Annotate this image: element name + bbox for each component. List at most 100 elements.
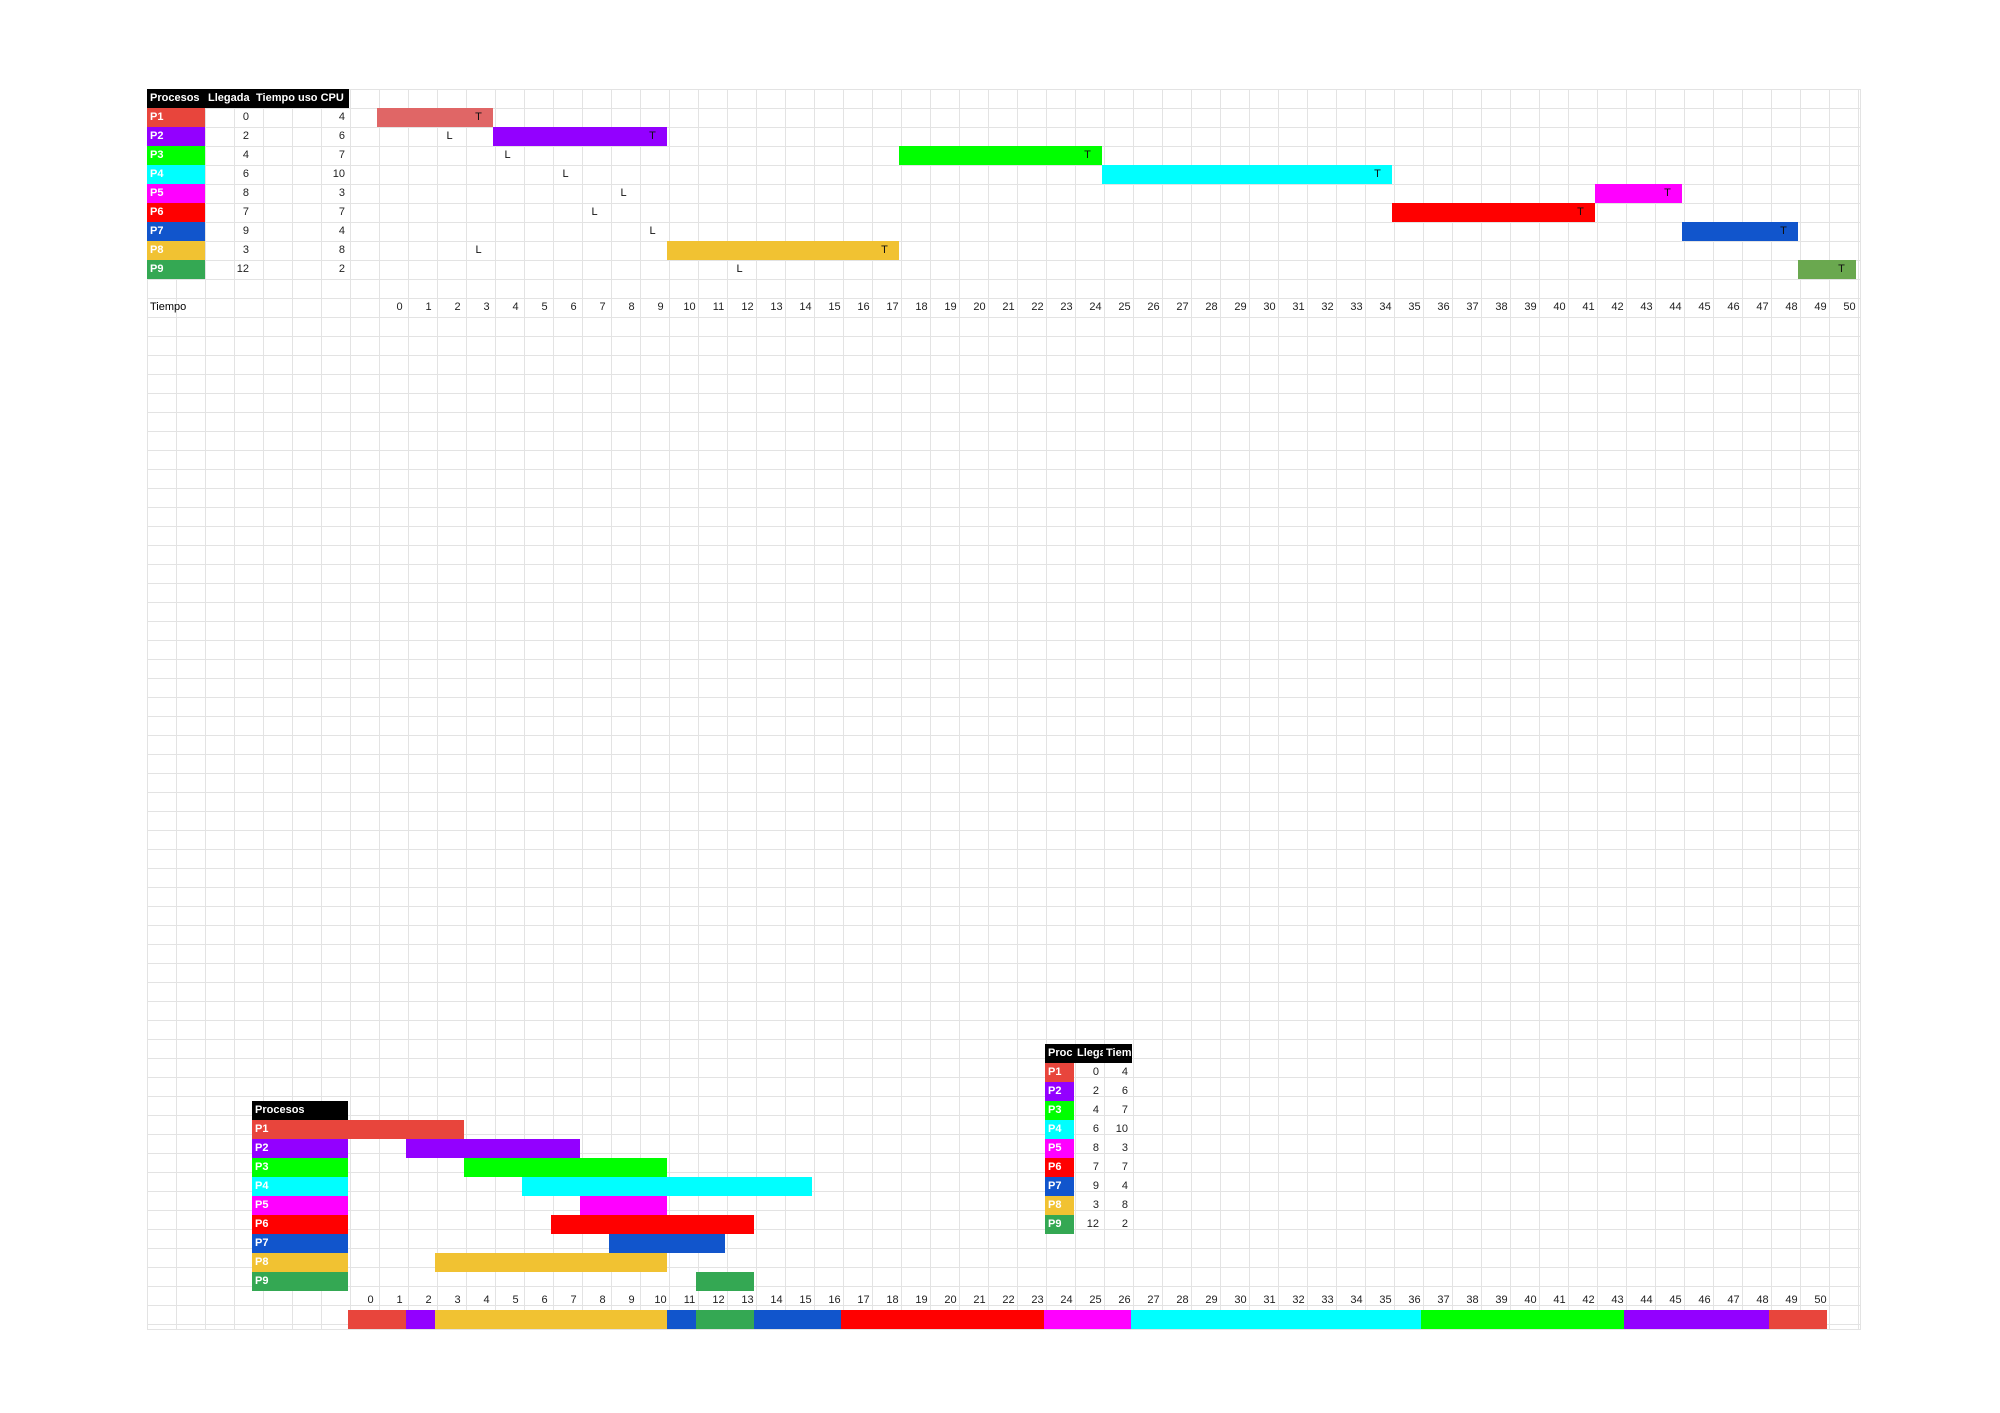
top-time-tick: 10 bbox=[683, 301, 696, 313]
bottom-gantt-bar bbox=[580, 1196, 667, 1215]
bottom-process-name[interactable]: P7 bbox=[252, 1234, 348, 1253]
top-burst-value[interactable]: 7 bbox=[338, 149, 345, 161]
mini-arrival-value[interactable]: 12 bbox=[1086, 1218, 1099, 1230]
execution-sequence-bar bbox=[1131, 1310, 1421, 1329]
mini-arrival-value[interactable]: 0 bbox=[1092, 1066, 1099, 1078]
top-header-1: Llegada bbox=[205, 89, 253, 108]
top-arrival-value[interactable]: 8 bbox=[242, 187, 249, 199]
bottom-time-tick: 38 bbox=[1466, 1294, 1479, 1306]
bottom-process-name[interactable]: P9 bbox=[252, 1272, 348, 1291]
top-burst-value[interactable]: 4 bbox=[338, 111, 345, 123]
top-process-name[interactable]: P5 bbox=[147, 184, 205, 203]
mini-process-name[interactable]: P4 bbox=[1045, 1120, 1074, 1139]
mini-burst-value[interactable]: 7 bbox=[1121, 1104, 1128, 1116]
mini-process-name[interactable]: P8 bbox=[1045, 1196, 1074, 1215]
top-time-tick: 8 bbox=[628, 301, 635, 313]
mini-arrival-value[interactable]: 8 bbox=[1092, 1142, 1099, 1154]
top-process-name[interactable]: P4 bbox=[147, 165, 205, 184]
bottom-gantt-bar bbox=[551, 1215, 754, 1234]
mini-burst-value[interactable]: 3 bbox=[1121, 1142, 1128, 1154]
top-gantt-mark: T bbox=[1780, 225, 1787, 237]
top-time-tick: 36 bbox=[1437, 301, 1450, 313]
mini-process-name[interactable]: P5 bbox=[1045, 1139, 1074, 1158]
mini-arrival-value[interactable]: 4 bbox=[1092, 1104, 1099, 1116]
bottom-time-tick: 4 bbox=[483, 1294, 490, 1306]
mini-process-name[interactable]: P3 bbox=[1045, 1101, 1074, 1120]
execution-sequence-bar bbox=[1769, 1310, 1827, 1329]
top-arrival-value[interactable]: 12 bbox=[236, 263, 249, 275]
bottom-process-name[interactable]: P3 bbox=[252, 1158, 348, 1177]
top-gantt-mark: L bbox=[446, 130, 453, 142]
mini-process-name[interactable]: P7 bbox=[1045, 1177, 1074, 1196]
execution-sequence-bar bbox=[754, 1310, 841, 1329]
top-gantt-bar bbox=[1798, 260, 1856, 279]
top-arrival-value[interactable]: 3 bbox=[242, 244, 249, 256]
top-burst-value[interactable]: 6 bbox=[338, 130, 345, 142]
top-time-tick: 34 bbox=[1379, 301, 1392, 313]
mini-process-name[interactable]: P6 bbox=[1045, 1158, 1074, 1177]
top-time-tick: 22 bbox=[1031, 301, 1044, 313]
top-time-tick: 5 bbox=[541, 301, 548, 313]
mini-burst-value[interactable]: 10 bbox=[1115, 1123, 1128, 1135]
mini-burst-value[interactable]: 2 bbox=[1121, 1218, 1128, 1230]
top-gantt-mark: L bbox=[562, 168, 569, 180]
bottom-gantt-bar bbox=[696, 1272, 754, 1291]
top-gantt-mark: T bbox=[1374, 168, 1381, 180]
execution-sequence-bar bbox=[406, 1310, 435, 1329]
top-gantt-mark: L bbox=[475, 244, 482, 256]
top-burst-value[interactable]: 2 bbox=[338, 263, 345, 275]
top-time-tick: 13 bbox=[770, 301, 783, 313]
top-process-name[interactable]: P9 bbox=[147, 260, 205, 279]
top-gantt-mark: L bbox=[591, 206, 598, 218]
mini-arrival-value[interactable]: 7 bbox=[1092, 1161, 1099, 1173]
top-arrival-value[interactable]: 9 bbox=[242, 225, 249, 237]
bottom-process-name[interactable]: P6 bbox=[252, 1215, 348, 1234]
mini-header-1: Llega bbox=[1074, 1044, 1103, 1063]
mini-arrival-value[interactable]: 6 bbox=[1092, 1123, 1099, 1135]
top-process-name[interactable]: P6 bbox=[147, 203, 205, 222]
mini-arrival-value[interactable]: 2 bbox=[1092, 1085, 1099, 1097]
mini-burst-value[interactable]: 7 bbox=[1121, 1161, 1128, 1173]
bottom-time-tick: 1 bbox=[396, 1294, 403, 1306]
top-process-name[interactable]: P3 bbox=[147, 146, 205, 165]
top-header-2: Tiempo uso CPU bbox=[253, 89, 349, 108]
top-time-tick: 37 bbox=[1466, 301, 1479, 313]
top-arrival-value[interactable]: 2 bbox=[242, 130, 249, 142]
top-burst-value[interactable]: 3 bbox=[338, 187, 345, 199]
bottom-header: Procesos bbox=[252, 1101, 348, 1120]
top-process-name[interactable]: P8 bbox=[147, 241, 205, 260]
top-gantt-mark: T bbox=[1664, 187, 1671, 199]
mini-burst-value[interactable]: 4 bbox=[1121, 1066, 1128, 1078]
execution-sequence-bar bbox=[841, 1310, 1044, 1329]
mini-burst-value[interactable]: 6 bbox=[1121, 1085, 1128, 1097]
bottom-time-tick: 44 bbox=[1640, 1294, 1653, 1306]
top-process-name[interactable]: P1 bbox=[147, 108, 205, 127]
top-time-tick: 12 bbox=[741, 301, 754, 313]
top-arrival-value[interactable]: 0 bbox=[242, 111, 249, 123]
top-arrival-value[interactable]: 7 bbox=[242, 206, 249, 218]
top-arrival-value[interactable]: 4 bbox=[242, 149, 249, 161]
mini-process-name[interactable]: P1 bbox=[1045, 1063, 1074, 1082]
top-burst-value[interactable]: 7 bbox=[338, 206, 345, 218]
mini-burst-value[interactable]: 4 bbox=[1121, 1180, 1128, 1192]
mini-arrival-value[interactable]: 3 bbox=[1092, 1199, 1099, 1211]
top-burst-value[interactable]: 4 bbox=[338, 225, 345, 237]
top-arrival-value[interactable]: 6 bbox=[242, 168, 249, 180]
bottom-gantt-bar bbox=[609, 1234, 725, 1253]
top-time-tick: 41 bbox=[1582, 301, 1595, 313]
bottom-process-name[interactable]: P8 bbox=[252, 1253, 348, 1272]
bottom-process-name[interactable]: P4 bbox=[252, 1177, 348, 1196]
bottom-process-name[interactable]: P5 bbox=[252, 1196, 348, 1215]
top-burst-value[interactable]: 10 bbox=[332, 168, 345, 180]
mini-process-name[interactable]: P2 bbox=[1045, 1082, 1074, 1101]
bottom-process-name[interactable]: P1 bbox=[252, 1120, 348, 1139]
spreadsheet-grid[interactable]: Procesos Llegada Tiempo uso CPU P1 0 4 P2 2 6 P3 4… bbox=[147, 89, 1861, 1330]
mini-header-0: Proc bbox=[1045, 1044, 1074, 1063]
bottom-process-name[interactable]: P2 bbox=[252, 1139, 348, 1158]
top-process-name[interactable]: P7 bbox=[147, 222, 205, 241]
top-burst-value[interactable]: 8 bbox=[338, 244, 345, 256]
mini-burst-value[interactable]: 8 bbox=[1121, 1199, 1128, 1211]
mini-arrival-value[interactable]: 9 bbox=[1092, 1180, 1099, 1192]
mini-process-name[interactable]: P9 bbox=[1045, 1215, 1074, 1234]
top-process-name[interactable]: P2 bbox=[147, 127, 205, 146]
